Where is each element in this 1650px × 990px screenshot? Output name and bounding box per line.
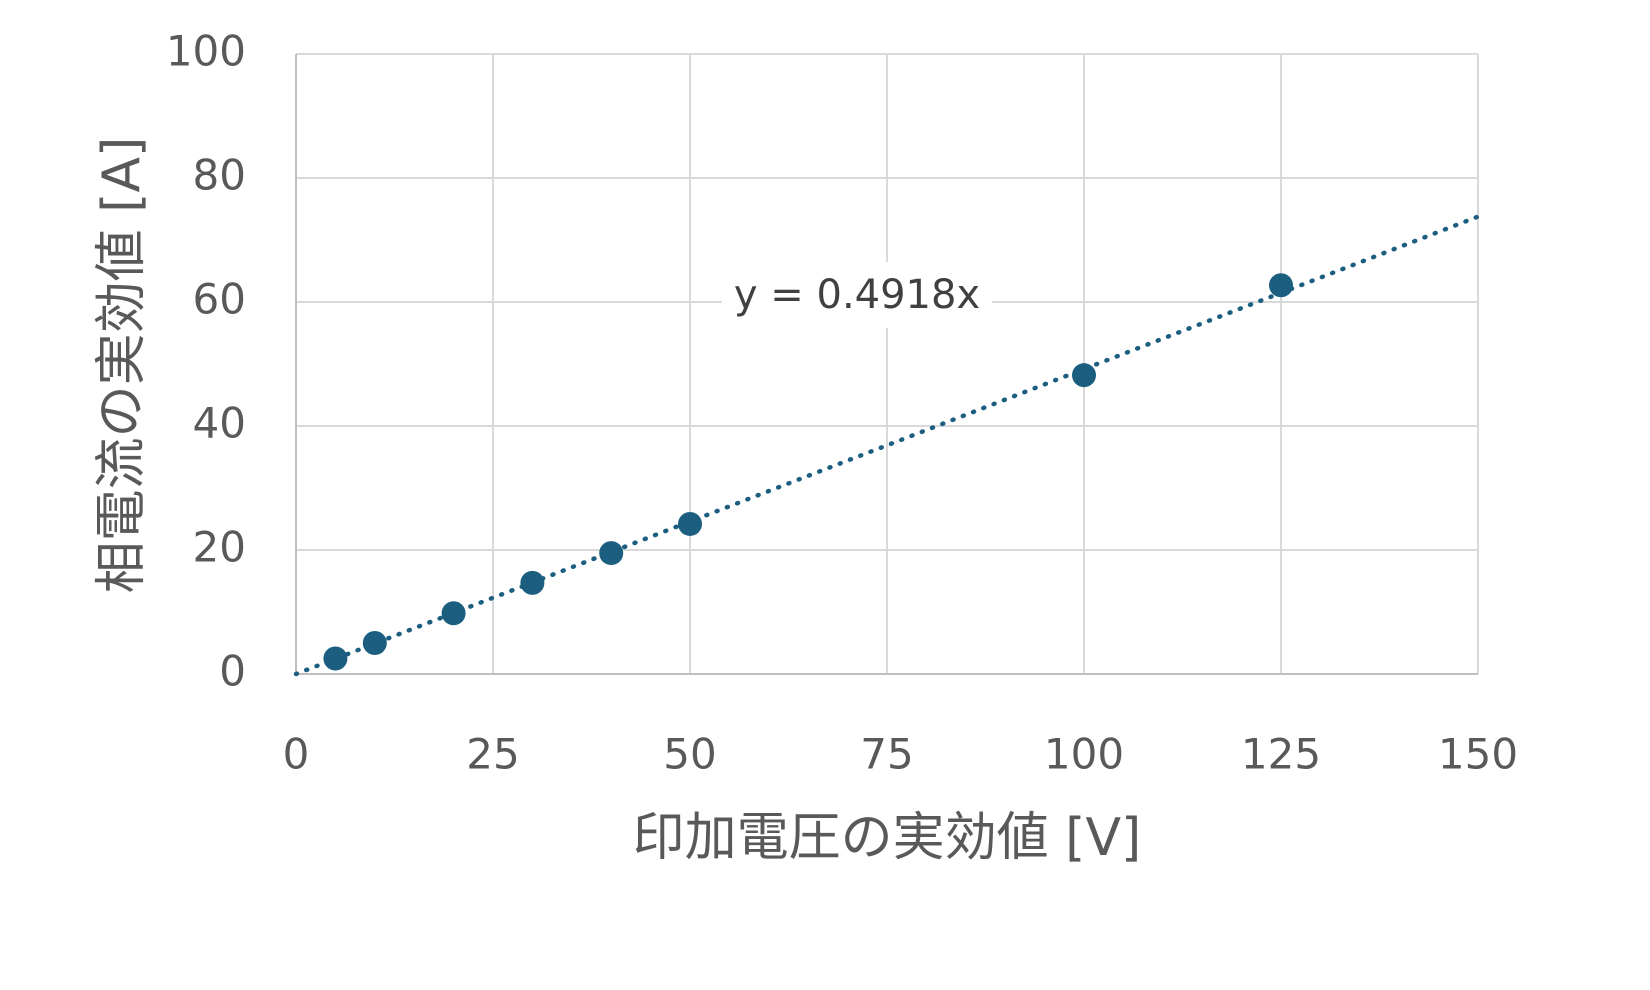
x-tick-label: 0 [283, 730, 310, 779]
y-tick-label: 80 [193, 151, 246, 200]
data-point-40 [599, 541, 624, 566]
data-point-30 [520, 570, 545, 595]
x-tick-label: 100 [1044, 730, 1124, 779]
y-tick-label: 60 [193, 275, 246, 324]
y-tick-label: 100 [166, 27, 246, 76]
data-point-125 [1269, 273, 1293, 298]
x-axis-title: 印加電圧の実効値 [V] [633, 808, 1142, 868]
y-tick-labels: 0 20 40 60 80 100 [166, 27, 246, 696]
x-tick-label: 150 [1438, 730, 1518, 779]
x-tick-label: 75 [860, 730, 913, 779]
trendline-equation: y = 0.4918x [734, 272, 980, 318]
y-tick-label: 40 [193, 399, 246, 448]
gridlines [295, 53, 1479, 675]
y-axis-title: 相電流の実効値 [A] [92, 137, 152, 594]
x-tick-label: 125 [1241, 730, 1321, 779]
trendline-equation-background [721, 262, 993, 328]
data-point-100 [1072, 363, 1096, 388]
y-tick-label: 0 [219, 647, 246, 696]
data-point-10 [362, 631, 387, 655]
data-point-50 [678, 511, 702, 536]
data-points [323, 273, 1293, 671]
x-tick-labels: 0 25 50 75 100 125 150 [283, 730, 1518, 779]
axes [295, 54, 1478, 675]
x-tick-label: 25 [466, 730, 519, 779]
x-tick-label: 50 [663, 730, 716, 779]
data-point-5 [323, 646, 348, 671]
data-point-20 [441, 601, 466, 626]
y-tick-label: 20 [193, 523, 246, 572]
